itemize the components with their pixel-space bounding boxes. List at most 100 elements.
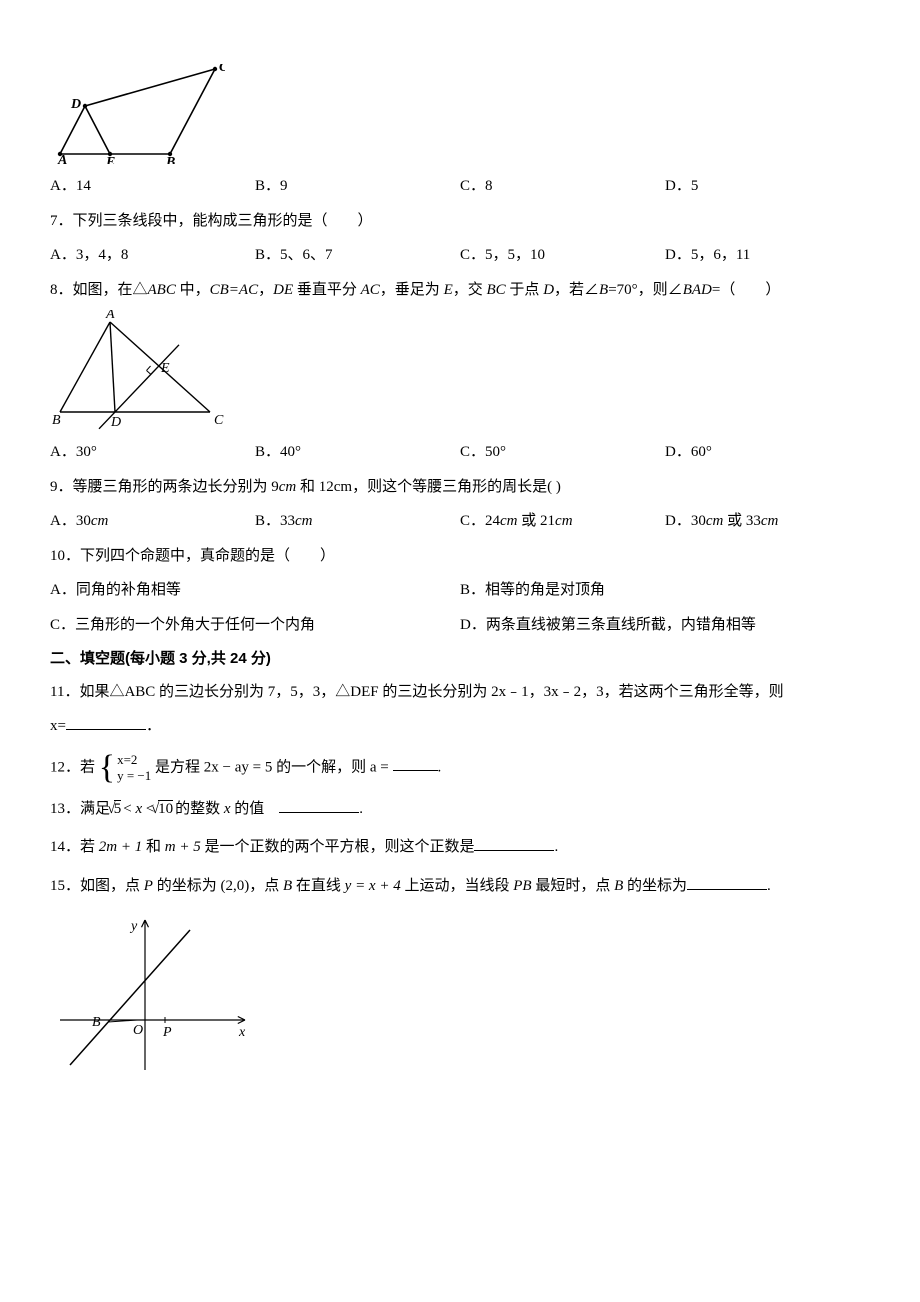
q8-t6: ，交 bbox=[453, 282, 487, 298]
q14-pre: 14．若 bbox=[50, 839, 99, 855]
q9d-or: 或 bbox=[723, 513, 746, 529]
q9c-pre: C． bbox=[460, 513, 485, 529]
svg-text:D: D bbox=[70, 97, 81, 112]
brace-icon: { bbox=[99, 751, 115, 785]
q8-t8: ，若∠ bbox=[554, 282, 599, 298]
q14-e1: 2m + 1 bbox=[99, 839, 142, 855]
q15-m4: 上运动，当线段 bbox=[401, 878, 514, 894]
q10-options-row1: A．同角的补角相等 B．相等的角是对顶角 bbox=[50, 576, 870, 605]
q8-t1: 8．如图，在△ bbox=[50, 282, 148, 298]
svg-text:C: C bbox=[219, 64, 225, 75]
svg-text:B: B bbox=[52, 413, 61, 428]
q9c-v1: 24 bbox=[485, 513, 500, 529]
q10-stem: 10．下列四个命题中，真命题的是（ ） bbox=[50, 542, 870, 571]
q9c-v2: 21 bbox=[540, 513, 555, 529]
figure-q6: AEBDC bbox=[50, 64, 870, 164]
q7-opt-a: A．3，4，8 bbox=[50, 241, 255, 270]
q7-opt-c: C．5，5，10 bbox=[460, 241, 665, 270]
q13-x2: x bbox=[224, 801, 231, 817]
q8-de: DE bbox=[273, 282, 293, 298]
q8-d: D bbox=[543, 282, 554, 298]
q6-opt-b: B．9 bbox=[255, 172, 460, 201]
figure-q8: BDCAE bbox=[50, 310, 870, 430]
q9d-u2: cm bbox=[761, 513, 779, 529]
q8-t2: 中， bbox=[176, 282, 210, 298]
q9a-v: 30 bbox=[76, 513, 91, 529]
q12-sys-top: x=2 bbox=[117, 752, 151, 768]
q8-stem: 8．如图，在△ABC 中，CB=AC，DE 垂直平分 AC，垂足为 E，交 BC… bbox=[50, 276, 870, 305]
q9-opt-d: D．30cm 或 33cm bbox=[665, 507, 870, 536]
q11-line2: x=． bbox=[50, 712, 870, 741]
q12-post: 的一个解，则 bbox=[272, 759, 370, 775]
q6-opt-d: D．5 bbox=[665, 172, 870, 201]
q14-blank bbox=[474, 835, 554, 851]
q6-opt-a: A．14 bbox=[50, 172, 255, 201]
q7-options: A．3，4，8 B．5、6、7 C．5，5，10 D．5，6，11 bbox=[50, 241, 870, 270]
q10-opt-c: C．三角形的一个外角大于任何一个内角 bbox=[50, 611, 460, 640]
q13-stem: 13．满足 5√ < x < 10√ 的整数 x 的值 . bbox=[50, 795, 870, 824]
q8-abc: ABC bbox=[148, 282, 176, 298]
q12-sys-bot: y = −1 bbox=[117, 768, 151, 784]
svg-text:D: D bbox=[110, 415, 121, 430]
q7-opt-d: D．5，6，11 bbox=[665, 241, 870, 270]
q12-end: . bbox=[438, 759, 442, 775]
svg-text:E: E bbox=[160, 361, 170, 376]
q9-options: A．30cm B．33cm C．24cm 或 21cm D．30cm 或 33c… bbox=[50, 507, 870, 536]
q12-var: a = bbox=[370, 759, 389, 775]
q15-p: P bbox=[144, 878, 153, 894]
q9b-v: 33 bbox=[280, 513, 295, 529]
q9-opt-a: A．30cm bbox=[50, 507, 255, 536]
q15-pre: 15．如图，点 bbox=[50, 878, 144, 894]
q8-t9: =70°，则∠ bbox=[608, 282, 682, 298]
q11-xeq: x= bbox=[50, 718, 66, 734]
q13-lt1: < bbox=[120, 801, 136, 817]
q12-mid: 是方程 bbox=[155, 759, 204, 775]
q15-m1: 的坐标为 bbox=[153, 878, 221, 894]
q12-blank bbox=[393, 755, 438, 771]
q12-system: { x=2 y = −1 bbox=[99, 751, 152, 785]
svg-text:A: A bbox=[105, 310, 115, 322]
q15-m3: 在直线 bbox=[292, 878, 345, 894]
q9c-u2: cm bbox=[555, 513, 573, 529]
q9a-u: cm bbox=[91, 513, 109, 529]
q9-t2: 和 12cm，则这个等腰三角形的周长是( ) bbox=[296, 479, 561, 495]
svg-text:B: B bbox=[165, 155, 175, 164]
svg-text:O: O bbox=[133, 1023, 143, 1038]
q8-ac: AC bbox=[361, 282, 380, 298]
q9d-v2: 33 bbox=[746, 513, 761, 529]
q15-stem: 15．如图，点 P 的坐标为 (2,0)，点 B 在直线 y = x + 4 上… bbox=[50, 872, 870, 901]
q9-u1: cm bbox=[279, 479, 297, 495]
section2-title: 二、填空题(每小题 3 分,共 24 分) bbox=[50, 645, 870, 674]
q8-t4: 垂直平分 bbox=[293, 282, 361, 298]
q13-pre: 13．满足 bbox=[50, 801, 114, 817]
q8-bad: BAD bbox=[683, 282, 712, 298]
q6-options: A．14 B．9 C．8 D．5 bbox=[50, 172, 870, 201]
q9-opt-c: C．24cm 或 21cm bbox=[460, 507, 665, 536]
q9d-v1: 30 bbox=[691, 513, 706, 529]
q13-mid: 的整数 bbox=[171, 801, 224, 817]
q9-stem: 9．等腰三角形的两条边长分别为 9cm 和 12cm，则这个等腰三角形的周长是(… bbox=[50, 473, 870, 502]
q8-options: A．30° B．40° C．50° D．60° bbox=[50, 438, 870, 467]
q14-end: . bbox=[554, 839, 558, 855]
q8-opt-d: D．60° bbox=[665, 438, 870, 467]
q8-t10: =（ ） bbox=[712, 282, 780, 298]
q15-b2: B bbox=[614, 878, 623, 894]
svg-text:A: A bbox=[57, 153, 67, 164]
q8-t7: 于点 bbox=[506, 282, 544, 298]
q14-post: 是一个正数的两个平方根，则这个正数是 bbox=[201, 839, 475, 855]
q8-bc: BC bbox=[487, 282, 506, 298]
q9b-u: cm bbox=[295, 513, 313, 529]
q8-opt-b: B．40° bbox=[255, 438, 460, 467]
q9d-pre: D． bbox=[665, 513, 691, 529]
q11-line1: 11．如果△ABC 的三边长分别为 7，5，3，△DEF 的三边长分别为 2x﹣… bbox=[50, 678, 870, 707]
q9b-pre: B． bbox=[255, 513, 280, 529]
q8-e: E bbox=[444, 282, 453, 298]
q9-opt-b: B．33cm bbox=[255, 507, 460, 536]
q13-blank bbox=[279, 797, 359, 813]
q14-e2: m + 5 bbox=[165, 839, 201, 855]
q7-stem: 7．下列三条线段中，能构成三角形的是（ ） bbox=[50, 207, 870, 236]
q13-end: . bbox=[359, 801, 363, 817]
q10-opt-a: A．同角的补角相等 bbox=[50, 576, 460, 605]
q12-pre: 12．若 bbox=[50, 759, 95, 775]
q9a-pre: A． bbox=[50, 513, 76, 529]
